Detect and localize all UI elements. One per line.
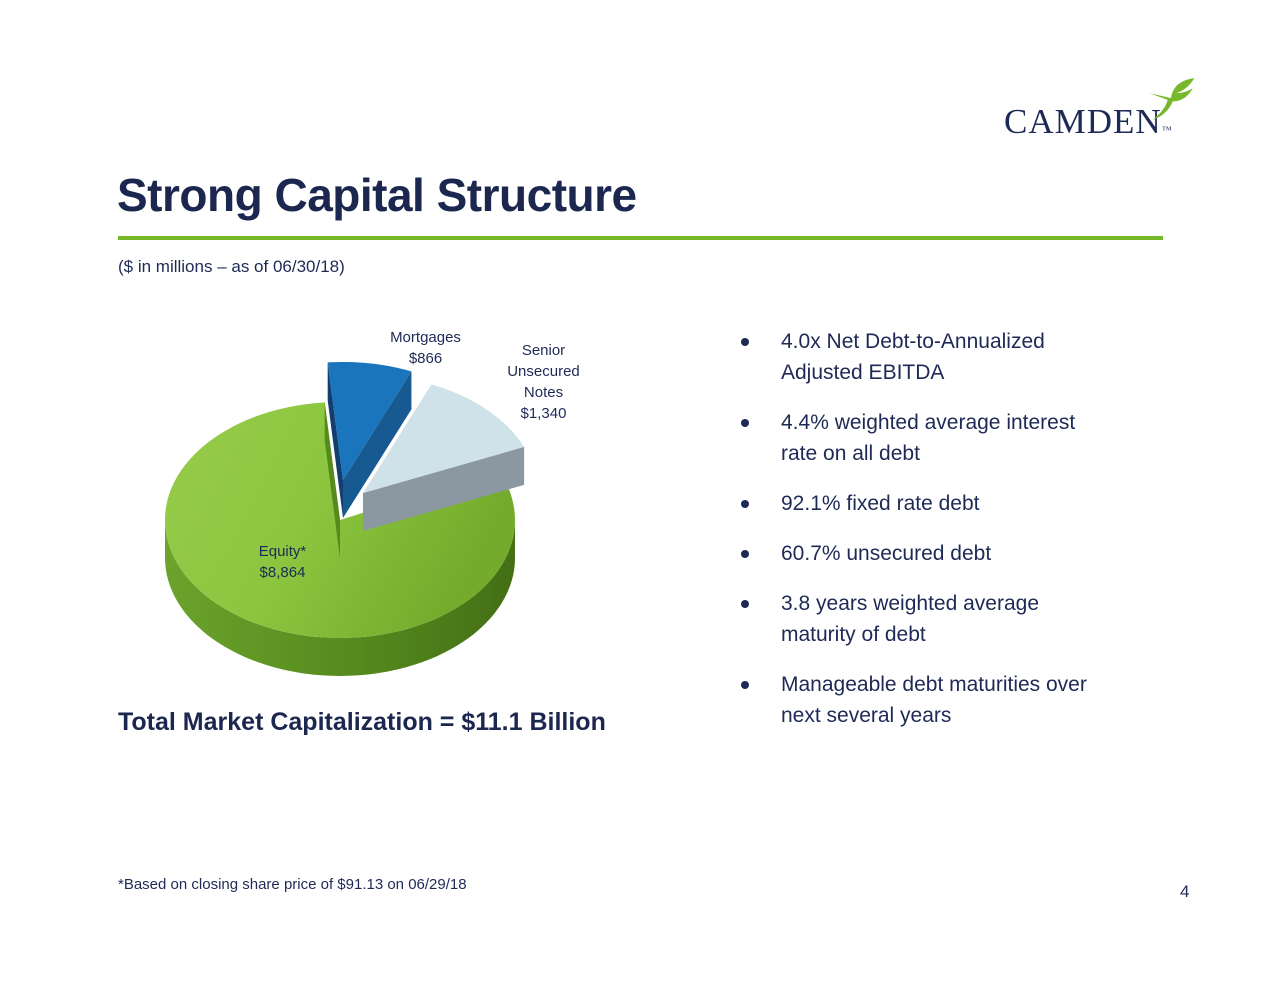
bullet-dot-icon <box>741 600 749 608</box>
pie-label-mortgages: Mortgages $866 <box>378 327 473 369</box>
pie-slice-notes-side <box>363 446 525 531</box>
bullet-dot-icon <box>741 681 749 689</box>
pie-chart <box>164 361 525 676</box>
bullet-list: 4.0x Net Debt-to-Annualized Adjusted EBI… <box>741 326 1181 750</box>
bullet-text: 3.8 years weighted average maturity of d… <box>781 592 1039 646</box>
bullet-text: 4.0x Net Debt-to-Annualized Adjusted EBI… <box>781 330 1045 384</box>
camden-logo: CAMDEN™ <box>1004 104 1172 139</box>
bullet-dot-icon <box>741 419 749 427</box>
bullet-text: 60.7% unsecured debt <box>781 542 992 565</box>
pie-slice-equity-cut-face <box>324 402 340 558</box>
bullet-item: 4.4% weighted average interest rate on a… <box>741 407 1181 469</box>
pie-label-name: Equity* <box>258 543 307 560</box>
bullet-item: 4.0x Net Debt-to-Annualized Adjusted EBI… <box>741 326 1181 388</box>
bullet-dot-icon <box>741 500 749 508</box>
bullet-item: 92.1% fixed rate debt <box>741 488 1181 519</box>
footnote: *Based on closing share price of $91.13 … <box>118 876 467 893</box>
trademark-symbol: ™ <box>1161 125 1172 136</box>
pie-label-value: $8,864 <box>259 564 306 581</box>
pie-label-name: Mortgages <box>390 329 461 346</box>
total-market-cap: Total Market Capitalization = $11.1 Bill… <box>118 708 606 736</box>
bullet-text: 92.1% fixed rate debt <box>781 492 980 515</box>
pie-slice-equity-side <box>165 520 515 676</box>
bullet-text: 4.4% weighted average interest rate on a… <box>781 411 1076 465</box>
pie-label-name: Senior Unsecured Notes <box>507 342 580 401</box>
subtitle: ($ in millions – as of 06/30/18) <box>118 257 345 276</box>
pie-label-notes: Senior Unsecured Notes $1,340 <box>496 340 591 424</box>
pie-slice-mortgages-right-face <box>343 371 412 518</box>
bullet-item: 3.8 years weighted average maturity of d… <box>741 588 1181 650</box>
page-title: Strong Capital Structure <box>117 169 637 221</box>
bullet-text: Manageable debt maturities over next sev… <box>781 673 1087 727</box>
pie-label-equity: Equity* $8,864 <box>235 541 330 583</box>
pie-slice-mortgages-left-face <box>327 362 343 518</box>
bullet-dot-icon <box>741 338 749 346</box>
pie-slice-mortgages-top <box>327 361 412 480</box>
camden-logo-text: CAMDEN <box>1004 102 1162 141</box>
pie-label-value: $1,340 <box>520 405 567 422</box>
bullet-item: Manageable debt maturities over next sev… <box>741 669 1181 731</box>
page-number: 4 <box>1180 882 1190 901</box>
pie-label-value: $866 <box>408 350 443 367</box>
title-underline <box>118 236 1163 240</box>
hummingbird-icon <box>1149 78 1195 120</box>
pie-slice-notes-top <box>363 384 525 493</box>
bullet-dot-icon <box>741 550 749 558</box>
bullet-item: 60.7% unsecured debt <box>741 538 1181 569</box>
